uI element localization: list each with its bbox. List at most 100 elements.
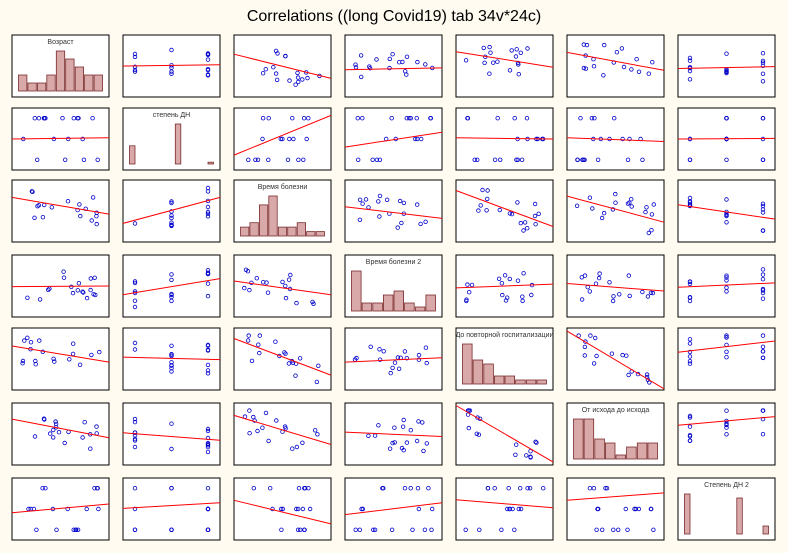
scatter-point [423,345,429,350]
regression-line [455,405,554,463]
scatter-point [646,71,651,76]
scatter-point [649,212,655,217]
scatter-point [760,51,766,56]
scatter-point [169,272,174,277]
scatter-point [521,228,526,233]
scatter-point [580,157,585,162]
scatter-point [387,56,392,62]
regression-line [455,137,554,140]
scatter-point [169,446,174,452]
regression-line [566,330,665,390]
scatter-point [392,440,397,445]
scatter-point [316,363,321,368]
scatter-point [760,71,766,76]
cell-frame [122,179,221,243]
scatter-point [724,197,729,202]
matrix-cell-6-6: Степень ДН 2 [677,477,776,541]
scatter-point [95,486,100,491]
matrix-cell-1-5 [566,107,665,171]
scatter-point [648,290,654,295]
scatter-point [132,298,138,303]
scatter-point [650,290,656,296]
scatter-point [516,506,521,512]
scatter-point [505,506,510,512]
scatter-point [132,221,138,226]
scatter-point [463,58,469,63]
matrix-cell-5-2 [233,402,332,466]
scatter-point [359,506,364,512]
scatter-point [640,289,645,295]
scatter-point [76,281,82,286]
scatter-point [389,115,394,121]
scatter-point [724,220,729,225]
matrix-cell-1-2 [233,107,332,171]
matrix-cell-3-1 [122,254,221,318]
scatter-point [205,527,211,532]
scatter-point [271,64,276,70]
cell-frame [566,179,665,243]
scatter-point [296,157,301,162]
scatter-point [300,77,305,82]
scatter-point [760,60,766,65]
scatter-point [485,196,490,202]
scatter-point [49,205,54,210]
matrix-cell-6-3 [344,477,443,541]
scatter-point [401,200,407,206]
histogram-bar [684,493,691,535]
scatter-point [687,359,693,364]
scatter-point [505,295,510,300]
scatter-point [278,136,283,142]
scatter-point [620,136,625,142]
scatter-point [370,157,375,162]
scatter-point [205,362,211,368]
cell-frame [122,254,221,318]
scatter-point [384,197,390,202]
scatter-point [264,280,269,285]
scatter-point [520,294,525,299]
matrix-cell-5-6 [677,402,776,466]
scatter-point [132,444,138,450]
scatter-point [132,416,138,422]
scatter-point [760,432,766,437]
scatter-point [487,71,492,76]
scatter-point [643,209,648,215]
scatter-point [359,74,364,80]
scatter-point [510,506,515,512]
scatter-point [687,279,693,284]
histogram-bar [583,418,595,460]
scatter-point [301,115,307,121]
scatter-point [81,157,87,162]
histogram-bar [306,231,316,237]
scatter-point [35,203,40,209]
scatter-point [80,136,85,142]
scatter-point [29,189,35,194]
scatter-point [260,136,265,142]
scatter-point [245,269,251,274]
scatter-point [205,428,211,434]
scatter-point [601,210,607,216]
scatter-point [760,349,766,354]
scatter-point [132,347,138,352]
scatter-point [636,69,642,74]
regression-line [344,67,443,71]
histogram-bar [615,454,627,460]
scatter-point [353,62,358,67]
scatter-point [518,486,523,491]
regression-line [344,357,443,363]
matrix-cell-6-1 [122,477,221,541]
matrix-cell-1-0 [11,107,110,171]
regression-line [233,280,332,296]
scatter-point [687,68,693,74]
scatter-point [619,46,625,51]
scatter-point [367,64,372,69]
scatter-point [313,428,318,433]
regression-line [344,502,443,516]
scatter-point [205,209,211,215]
regression-line [122,432,221,441]
scatter-point [357,197,363,202]
scatter-point [205,441,211,446]
scatter-point [132,438,138,443]
scatter-point [71,527,76,532]
scatter-point [632,506,637,512]
scatter-point [487,44,492,50]
